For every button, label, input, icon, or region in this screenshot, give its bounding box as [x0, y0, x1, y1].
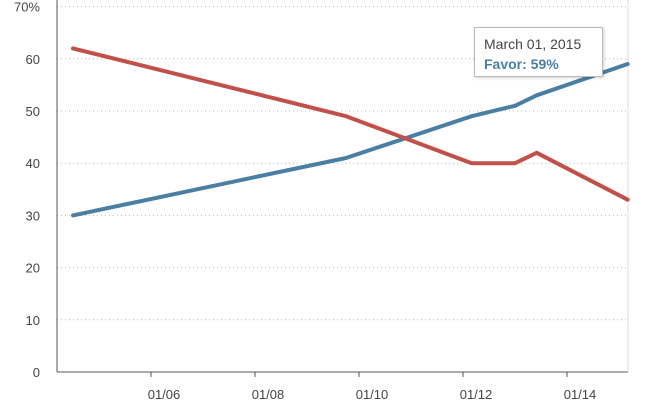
x-tick-label: 01/12 [460, 387, 493, 402]
y-tick-label: 60 [26, 52, 40, 67]
y-tick-label: 0 [33, 365, 40, 380]
y-tick-label: 30 [26, 208, 40, 223]
tooltip-date: March 01, 2015 [484, 36, 582, 52]
y-tick-label: 50 [26, 104, 40, 119]
series-lines [71, 46, 630, 218]
series-line-oppose [71, 46, 630, 202]
x-tick-label: 01/10 [356, 387, 389, 402]
x-tick-label: 01/14 [564, 387, 597, 402]
y-tick-label: 40 [26, 156, 40, 171]
y-tick-label: 70% [14, 0, 40, 15]
y-tick-labels: 0 10 20 30 40 50 60 70% [14, 0, 40, 380]
y-tick-label: 20 [26, 261, 40, 276]
x-tick-labels: 01/06 01/08 01/10 01/12 01/14 [148, 372, 597, 402]
y-tick-label: 10 [26, 313, 40, 328]
hover-tooltip: March 01, 2015 Favor: 59% [474, 27, 603, 77]
x-tick-label: 01/08 [252, 387, 285, 402]
series-line-favor [71, 62, 630, 218]
x-tick-label: 01/06 [148, 387, 181, 402]
axes [56, 0, 629, 373]
tooltip-favor-value: Favor: 59% [484, 56, 559, 72]
